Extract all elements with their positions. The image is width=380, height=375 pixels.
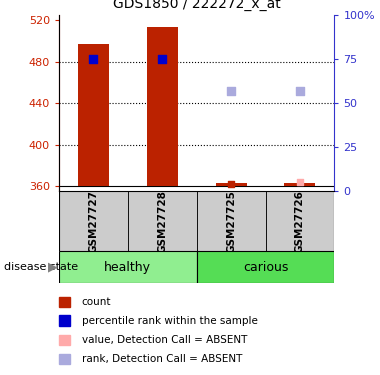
Bar — [197, 251, 334, 283]
Bar — [197, 191, 266, 251]
Point — [297, 179, 303, 185]
Text: rank, Detection Call = ABSENT: rank, Detection Call = ABSENT — [82, 354, 242, 364]
Text: carious: carious — [243, 261, 288, 274]
Text: GSM27728: GSM27728 — [157, 190, 167, 253]
Point — [159, 56, 165, 62]
Bar — [59, 191, 128, 251]
Text: ▶: ▶ — [48, 261, 57, 274]
Bar — [78, 44, 109, 186]
Point — [228, 88, 234, 94]
Title: GDS1850 / 222272_x_at: GDS1850 / 222272_x_at — [113, 0, 280, 11]
Bar — [147, 27, 178, 186]
Text: healthy: healthy — [104, 261, 151, 274]
Text: value, Detection Call = ABSENT: value, Detection Call = ABSENT — [82, 335, 247, 345]
Bar — [59, 251, 197, 283]
Point — [90, 56, 97, 62]
Bar — [128, 191, 197, 251]
Text: GSM27727: GSM27727 — [88, 190, 98, 253]
Text: percentile rank within the sample: percentile rank within the sample — [82, 316, 258, 326]
Text: count: count — [82, 297, 111, 307]
Bar — [215, 183, 247, 186]
Bar — [285, 183, 315, 186]
Bar — [266, 191, 334, 251]
Text: disease state: disease state — [4, 262, 78, 272]
Text: GSM27725: GSM27725 — [226, 190, 236, 253]
Point — [297, 88, 303, 94]
Text: GSM27726: GSM27726 — [295, 190, 305, 253]
Point — [228, 181, 234, 187]
